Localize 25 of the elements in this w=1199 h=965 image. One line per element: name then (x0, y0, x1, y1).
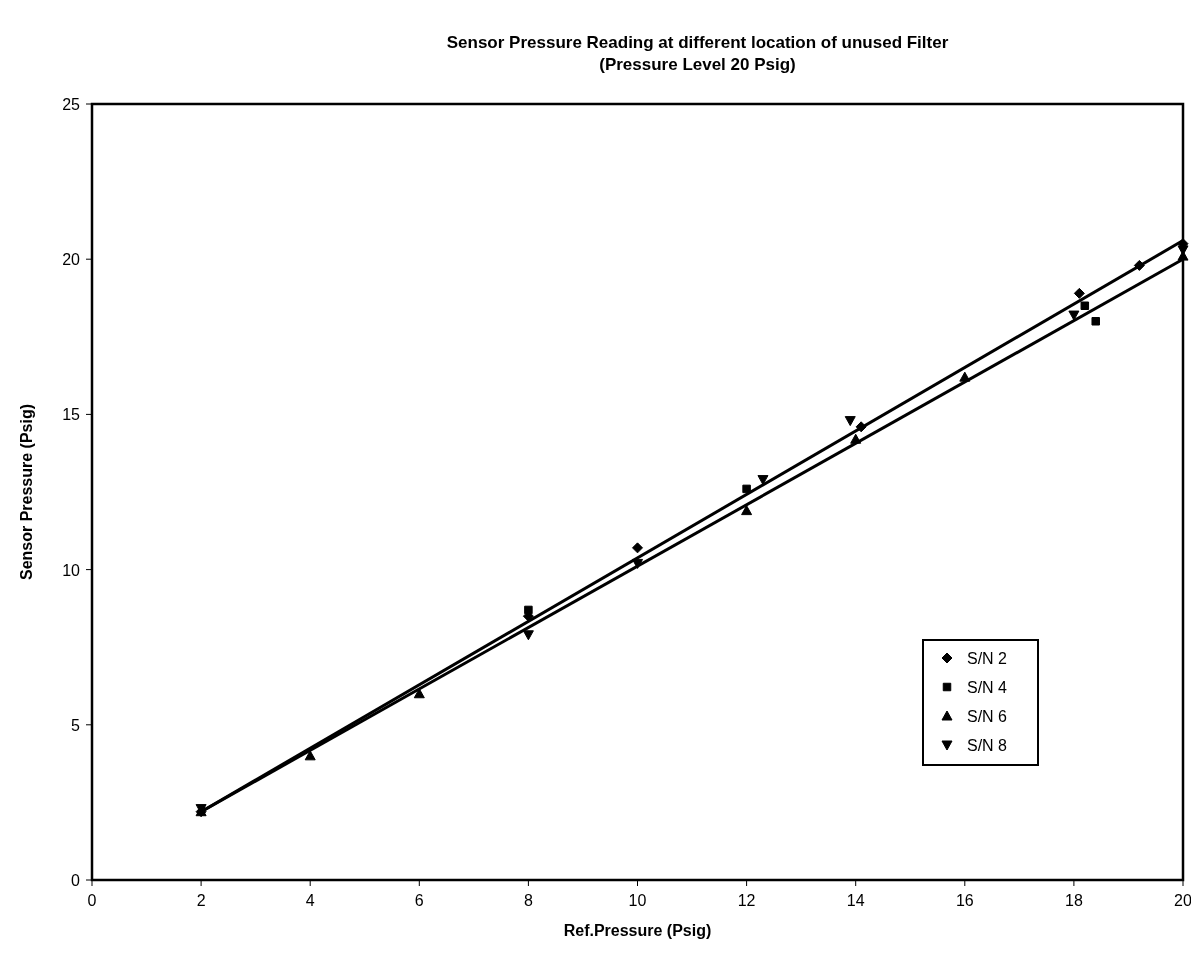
legend-label: S/N 2 (967, 650, 1008, 667)
y-tick-label: 20 (62, 251, 81, 269)
x-tick-label: 14 (846, 892, 865, 909)
x-tick-label: 18 (1065, 892, 1083, 909)
x-tick-label: 0 (87, 892, 97, 909)
y-tick-label: 25 (62, 96, 81, 113)
chart-subtitle: (Pressure Level 20 Psig) (599, 55, 796, 74)
x-tick-label: 2 (196, 892, 206, 909)
x-tick-label: 16 (955, 892, 974, 909)
legend-label: S/N 4 (967, 679, 1008, 696)
x-tick-label: 8 (523, 892, 533, 909)
y-axis-title: Sensor Pressure (Psig) (18, 403, 35, 581)
legend-label: S/N 8 (967, 737, 1008, 754)
y-tick-label: 15 (62, 406, 81, 424)
x-axis-title: Ref.Pressure (Psig) (563, 922, 712, 939)
legend-label: S/N 6 (967, 708, 1008, 725)
y-tick-label: 5 (71, 716, 81, 734)
chart-title: Sensor Pressure Reading at different location of unused Filter (446, 33, 949, 52)
x-tick-label: 6 (414, 892, 424, 909)
x-tick-label: 12 (737, 892, 756, 909)
x-tick-label: 10 (628, 892, 647, 909)
x-tick-label: 4 (305, 892, 315, 909)
y-tick-label: 0 (71, 872, 81, 889)
y-tick-label: 10 (62, 561, 81, 579)
x-tick-label: 20 (1174, 892, 1192, 909)
